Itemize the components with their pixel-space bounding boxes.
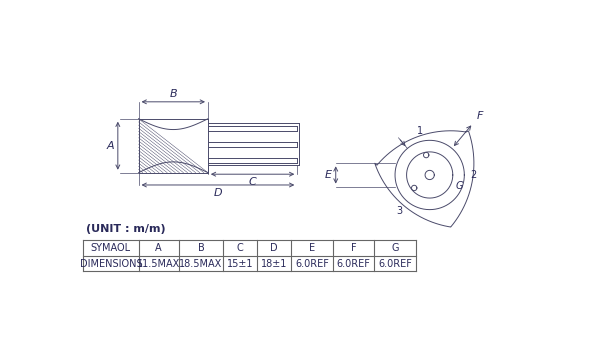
Text: 18.5MAX: 18.5MAX	[179, 259, 223, 269]
Text: 6.0REF: 6.0REF	[378, 259, 412, 269]
Text: G: G	[455, 181, 462, 191]
Text: B: B	[169, 89, 177, 99]
Text: 2: 2	[471, 170, 477, 180]
Text: 1: 1	[417, 126, 423, 136]
Text: C: C	[237, 243, 244, 253]
Text: G: G	[391, 243, 399, 253]
Text: A: A	[155, 243, 162, 253]
Text: 6.0REF: 6.0REF	[295, 259, 329, 269]
Text: 18±1: 18±1	[261, 259, 287, 269]
Text: D: D	[271, 243, 278, 253]
Text: DIMENSIONS: DIMENSIONS	[79, 259, 142, 269]
Text: (UNIT : m/m): (UNIT : m/m)	[86, 224, 166, 234]
Text: B: B	[198, 243, 204, 253]
Text: C: C	[249, 177, 256, 187]
Text: D: D	[214, 188, 222, 198]
Text: E: E	[309, 243, 315, 253]
Text: F: F	[350, 243, 356, 253]
Text: 6.0REF: 6.0REF	[336, 259, 371, 269]
Text: A: A	[107, 141, 114, 151]
Text: E: E	[325, 170, 332, 180]
Text: 15±1: 15±1	[227, 259, 253, 269]
Text: 3: 3	[396, 206, 402, 216]
Text: 11.5MAX: 11.5MAX	[137, 259, 181, 269]
Text: SYMAOL: SYMAOL	[91, 243, 131, 253]
Text: F: F	[477, 111, 484, 121]
